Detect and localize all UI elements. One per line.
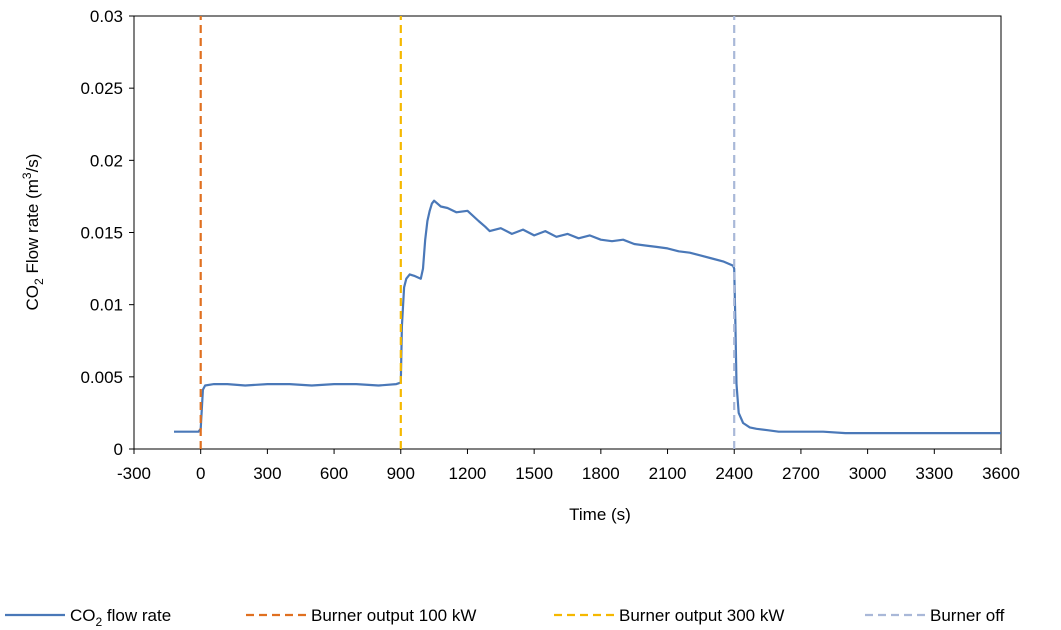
- x-axis-title: Time (s): [569, 505, 631, 524]
- y-axis-title-end: /s): [23, 154, 42, 173]
- legend-item-burner-100kw: Burner output 100 kW: [246, 606, 476, 625]
- x-tick-label: 3000: [849, 464, 887, 483]
- y-tick-label: 0: [114, 440, 123, 459]
- x-tick-label: -300: [117, 464, 151, 483]
- x-tick-label: 3300: [915, 464, 953, 483]
- y-axis-title-sup: 3: [20, 172, 34, 179]
- y-tick-label: 0.03: [90, 7, 123, 26]
- y-tick-label: 0.015: [80, 224, 123, 243]
- y-axis-title-main: CO: [23, 285, 42, 311]
- y-axis-title: CO2 Flow rate (m3/s): [20, 154, 46, 311]
- legend-label-burner-100kw: Burner output 100 kW: [311, 606, 476, 625]
- x-tick-label: 2100: [649, 464, 687, 483]
- x-tick-label: 3600: [982, 464, 1020, 483]
- x-tick-label: 600: [320, 464, 348, 483]
- x-tick-labels: -300 0 300 600 900 1200 1500 1800 2100 2400 2700 30…: [117, 464, 1020, 483]
- y-tick-labels: 0 0.005 0.01 0.015 0.02 0.025 0.03: [80, 7, 123, 459]
- x-tick-label: 2700: [782, 464, 820, 483]
- x-tick-label: 1500: [515, 464, 553, 483]
- x-tick-label: 1800: [582, 464, 620, 483]
- x-tick-label: 2400: [715, 464, 753, 483]
- x-tick-label: 300: [253, 464, 281, 483]
- series-line-co2-flow-rate: [174, 199, 1001, 435]
- x-tick-label: 1200: [449, 464, 487, 483]
- legend-label-burner-300kw: Burner output 300 kW: [619, 606, 784, 625]
- y-tick-label: 0.01: [90, 296, 123, 315]
- legend-label-burner-off: Burner off: [930, 606, 1005, 625]
- legend-item-co2-flow-rate: CO2 flow rate: [5, 606, 171, 629]
- y-tick-label: 0.005: [80, 368, 123, 387]
- y-tick-label: 0.02: [90, 151, 123, 170]
- x-tick-label: 0: [196, 464, 205, 483]
- legend-item-burner-300kw: Burner output 300 kW: [554, 606, 784, 625]
- y-tick-label: 0.025: [80, 79, 123, 98]
- series-layer: [174, 16, 1001, 449]
- y-axis-title-sub: 2: [32, 278, 46, 285]
- y-axis-title-rest: Flow rate (m: [23, 179, 42, 278]
- axes: [129, 15, 1002, 454]
- x-tick-label: 900: [387, 464, 415, 483]
- legend-item-burner-off: Burner off: [865, 606, 1005, 625]
- legend-label-co2-flow-rate: CO2 flow rate: [70, 606, 171, 629]
- legend: CO2 flow rate Burner output 100 kW Burne…: [5, 606, 1005, 629]
